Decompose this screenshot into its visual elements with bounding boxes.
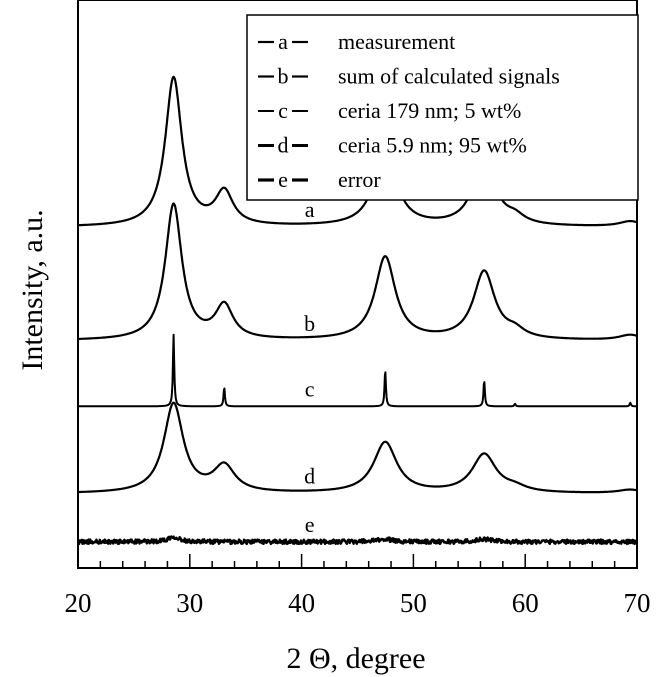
legend-item-d: d ceria 5.9 nm; 95 wt% [258,133,527,158]
legend-name: sum of calculated signals [338,64,560,89]
x-axis-tick-labels: 20 30 40 50 60 70 [65,588,651,618]
legend-name: measurement [338,29,455,54]
x-axis-label: 2 Θ, degree [286,642,425,675]
legend-letter: c [278,98,288,123]
curve-label-b: b [304,311,315,336]
legend-letter: d [278,133,289,158]
legend-name: error [338,167,381,192]
legend-letter: b [278,64,289,89]
curve-label-a: a [305,197,315,222]
legend-letter: a [278,29,288,54]
x-tick-label: 40 [288,588,315,618]
curve-e [77,535,639,546]
curve-a [77,75,638,227]
curve-label-d: d [304,464,315,489]
curve-d [77,401,638,494]
x-tick-label: 70 [624,588,651,618]
x-tick-label: 20 [65,588,92,618]
x-tick-label: 30 [176,588,203,618]
legend-item-e: e error [258,167,381,192]
x-axis-ticks [77,554,638,568]
curve-labels: a b c de [304,197,315,537]
legend-item-c: c ceria 179 nm; 5 wt% [258,98,521,123]
plot-frame [77,0,638,569]
x-tick-label: 50 [400,588,427,618]
curve-label-c: c [305,376,315,401]
legend-box [246,14,639,201]
curves [77,75,639,546]
curve-label-e: e [305,512,315,537]
legend-item-b: b sum of calculated signals [258,64,560,89]
y-axis-label: Intensity, a.u. [16,209,49,370]
curve-b [77,202,638,340]
legend-item-a: a measurement [258,29,455,54]
legend-name: ceria 5.9 nm; 95 wt% [338,133,527,158]
legend-name: ceria 179 nm; 5 wt% [338,98,521,123]
legend-letter: e [278,167,288,192]
curve-c [77,333,638,408]
x-tick-label: 60 [512,588,539,618]
